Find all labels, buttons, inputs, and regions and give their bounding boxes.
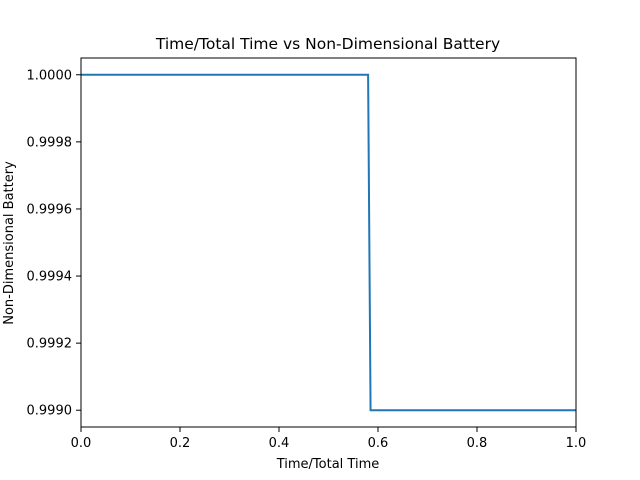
y-axis-label: Non-Dimensional Battery [2,161,17,325]
y-tick-label: 0.9998 [27,135,73,150]
series-line-0 [81,73,576,412]
x-tick-label: 0.6 [368,436,389,451]
x-tick-label: 0.4 [269,436,290,451]
x-axis-ticks: 0.0 0.2 0.4 0.6 0.8 1.0 [71,427,587,451]
x-tick-label: 0.2 [170,436,191,451]
x-tick-label: 0.0 [71,436,92,451]
y-tick-label: 0.9992 [27,337,73,352]
plot-area [80,57,577,428]
x-tick-label: 0.8 [467,436,488,451]
y-tick-label: 0.9990 [27,404,73,419]
chart-title: Time/Total Time vs Non-Dimensional Batte… [155,35,500,53]
plot-frame [80,57,577,428]
x-tick-label: 1.0 [566,436,587,451]
y-axis-ticks: 0.9990 0.9992 0.9994 0.9996 0.9998 1.0000 [27,68,81,419]
y-tick-label: 0.9996 [27,202,73,217]
y-tick-label: 0.9994 [27,270,73,285]
y-tick-label: 1.0000 [27,68,73,83]
x-axis-label: Time/Total Time [276,457,380,472]
